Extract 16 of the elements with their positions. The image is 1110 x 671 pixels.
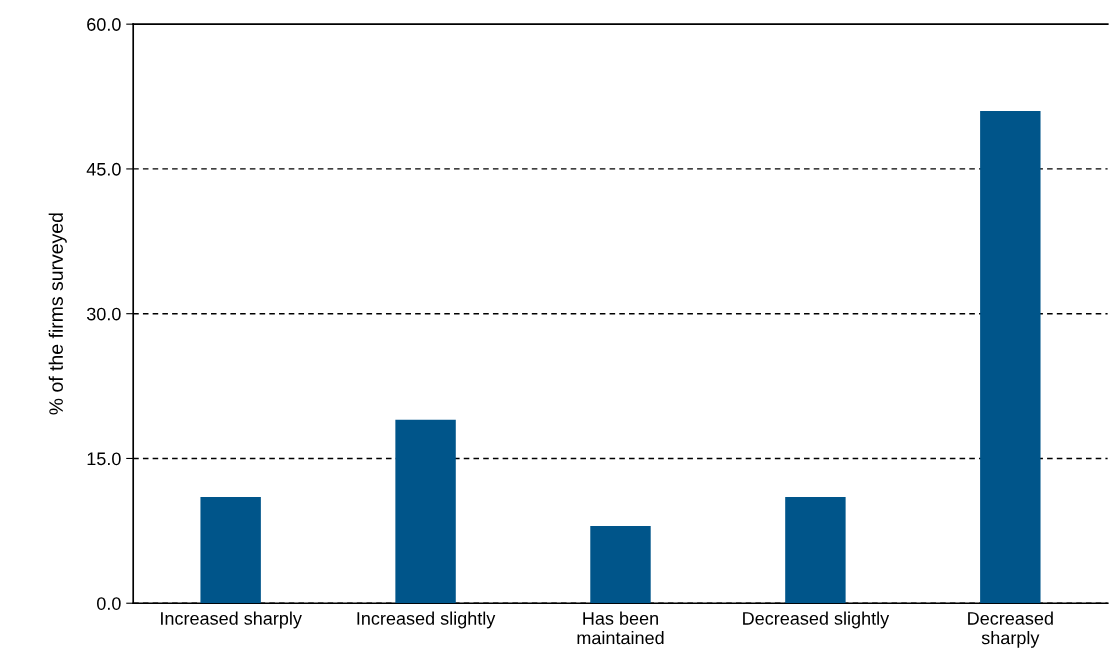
y-tick-label: 60.0 <box>87 18 121 31</box>
y-tick-label: 45.0 <box>86 162 121 176</box>
y-tick-label: 0.0 <box>97 597 121 610</box>
bar <box>200 497 261 604</box>
x-tick-label: Increased slightly <box>357 611 496 629</box>
y-axis-title: % of the firms surveyed <box>48 213 67 415</box>
x-tick-label: Increased sharply <box>161 611 302 629</box>
bar <box>395 419 456 604</box>
x-tick-label: Has been maintained <box>577 611 664 645</box>
x-tick-label: Decreased slightly <box>743 611 890 629</box>
bar <box>980 111 1041 604</box>
y-tick-label: 30.0 <box>86 307 121 321</box>
y-tick-label: 15.0 <box>87 452 121 466</box>
x-tick-label: Decreased sharply <box>968 611 1053 648</box>
bar <box>785 497 846 604</box>
bar <box>590 526 651 604</box>
